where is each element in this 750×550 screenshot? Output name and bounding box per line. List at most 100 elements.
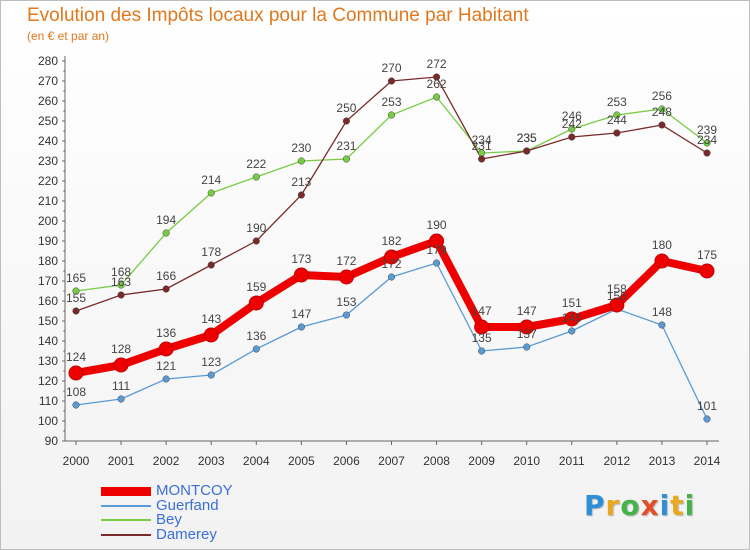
point-bey (342, 155, 350, 163)
logo-letter: t (670, 489, 685, 522)
data-label-guerfand: 111 (112, 379, 131, 393)
point-damerey (658, 121, 666, 129)
data-label-montcoy: 147 (517, 304, 537, 318)
x-tick-label: 2001 (108, 454, 135, 468)
data-label-montcoy: 172 (336, 254, 356, 268)
data-label-montcoy: 136 (156, 326, 176, 340)
data-label-bey: 253 (607, 95, 627, 109)
data-label-montcoy: 151 (562, 296, 582, 310)
data-label-bey: 165 (66, 271, 86, 285)
point-bey (387, 111, 396, 119)
logo-letter: o (620, 489, 641, 522)
x-tick-label: 2008 (423, 454, 450, 468)
point-montcoy (474, 319, 490, 335)
data-label-montcoy: 128 (111, 342, 131, 356)
point-guerfand (117, 395, 125, 403)
point-bey (207, 189, 215, 197)
data-label-montcoy: 190 (427, 218, 447, 232)
y-minor-tick (63, 150, 65, 152)
data-label-bey: 234 (472, 133, 492, 147)
y-minor-tick (63, 370, 65, 372)
y-tick-label: 230 (38, 154, 58, 168)
y-tick-label: 220 (38, 174, 58, 188)
point-damerey (478, 155, 486, 163)
point-guerfand (568, 327, 576, 335)
point-damerey (433, 73, 441, 81)
data-label-damerey: 248 (652, 105, 672, 119)
y-tick-label: 150 (38, 314, 58, 328)
logo-letter: i (659, 489, 671, 522)
x-tick-label: 2005 (288, 454, 315, 468)
legend-swatch (101, 486, 151, 496)
point-montcoy (113, 357, 129, 373)
point-guerfand (523, 343, 531, 351)
data-label-bey: 168 (111, 265, 131, 279)
y-tick-label: 200 (38, 214, 58, 228)
logo-letter: i (684, 489, 696, 522)
point-damerey (117, 291, 125, 299)
data-label-damerey: 234 (697, 133, 717, 147)
data-label-damerey: 163 (111, 275, 131, 289)
point-bey (117, 281, 125, 289)
point-damerey (207, 261, 215, 269)
data-label-guerfand: 179 (427, 243, 447, 257)
x-tick-label: 2000 (63, 454, 90, 468)
point-montcoy (158, 341, 174, 357)
data-label-guerfand: 135 (472, 331, 492, 345)
y-minor-tick (63, 430, 65, 432)
point-montcoy (384, 249, 399, 265)
data-label-guerfand: 136 (246, 329, 266, 343)
y-tick-label: 140 (38, 334, 58, 348)
data-label-bey: 246 (562, 109, 582, 123)
data-label-montcoy: 180 (652, 238, 672, 252)
y-minor-tick (63, 250, 65, 252)
y-minor-tick (63, 390, 65, 392)
point-bey (613, 111, 621, 119)
data-label-damerey: 244 (607, 113, 627, 127)
data-label-montcoy: 143 (201, 312, 221, 326)
y-tick-label: 260 (38, 94, 58, 108)
point-guerfand (387, 273, 396, 281)
point-guerfand (658, 321, 666, 329)
point-montcoy (338, 269, 354, 285)
data-label-montcoy: 175 (697, 248, 717, 262)
point-guerfand (478, 347, 486, 355)
legend-label: MONTCOY (156, 482, 233, 499)
y-tick-label: 170 (38, 274, 58, 288)
point-bey (72, 287, 80, 295)
point-montcoy (519, 319, 535, 335)
data-label-montcoy: 158 (607, 282, 627, 296)
point-damerey (342, 117, 350, 125)
legend-label: Guerfand (156, 496, 219, 514)
data-label-guerfand: 121 (156, 359, 176, 373)
legend-swatch (101, 504, 151, 507)
data-label-montcoy: 173 (291, 252, 311, 266)
data-label-damerey: 155 (66, 291, 86, 305)
y-minor-tick (63, 90, 65, 92)
point-montcoy (564, 311, 580, 327)
y-tick-label: 210 (38, 194, 58, 208)
point-damerey (613, 129, 621, 137)
data-label-bey: 239 (697, 123, 717, 137)
point-montcoy (248, 295, 264, 311)
data-label-guerfand: 172 (381, 257, 401, 271)
data-label-montcoy: 182 (381, 234, 401, 248)
point-damerey (162, 285, 170, 293)
point-guerfand (342, 311, 350, 319)
point-montcoy (429, 233, 445, 249)
y-minor-tick (63, 230, 65, 232)
data-label-guerfand: 147 (291, 307, 311, 321)
y-tick-label: 270 (38, 74, 58, 88)
data-label-bey: 253 (381, 95, 401, 109)
y-minor-tick (63, 110, 65, 112)
point-guerfand (72, 401, 80, 409)
point-guerfand (162, 375, 170, 383)
point-damerey (523, 147, 531, 155)
x-tick-label: 2011 (559, 454, 585, 468)
data-label-guerfand: 108 (66, 385, 86, 399)
y-minor-tick (63, 270, 65, 272)
data-label-bey: 262 (427, 77, 447, 91)
